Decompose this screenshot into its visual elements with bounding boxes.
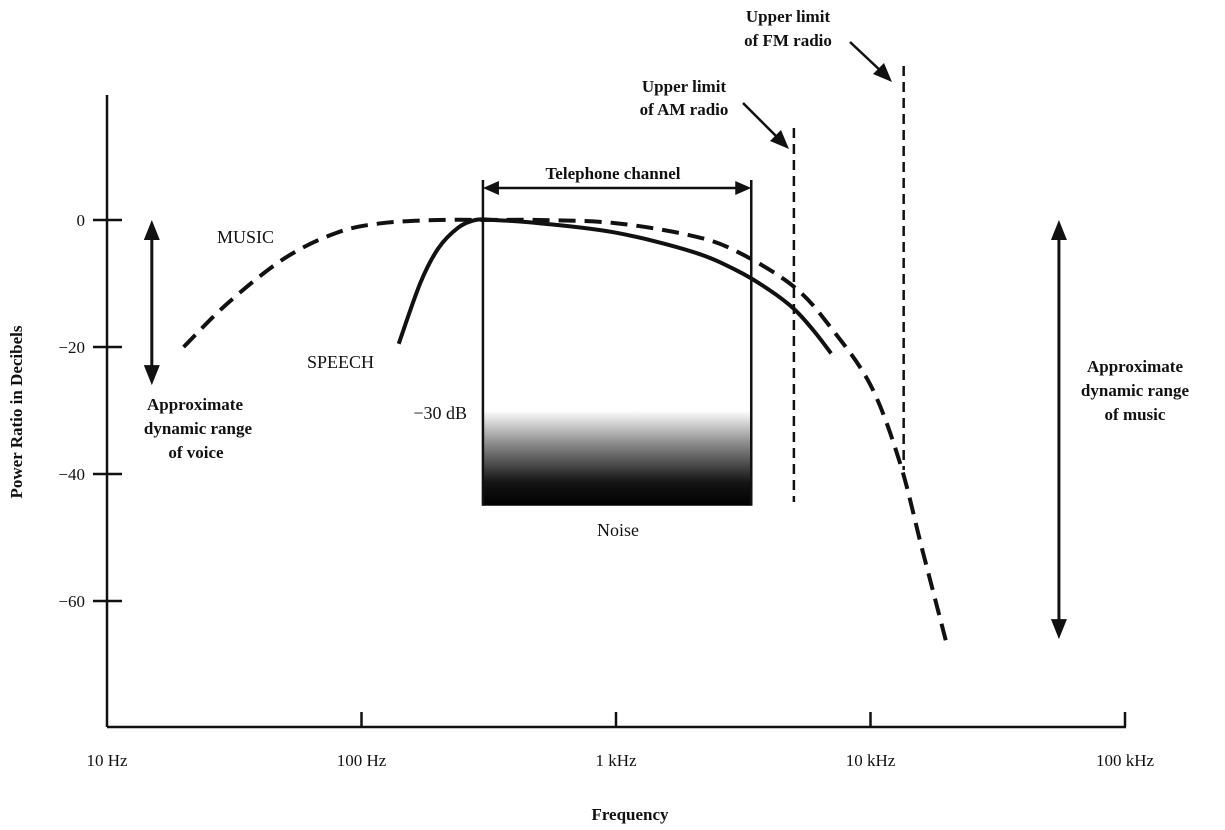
music-range-arrowhead-top	[1050, 220, 1067, 240]
noise-label: Noise	[597, 520, 639, 540]
music-range-arrowhead-bottom	[1050, 619, 1067, 640]
x-ticks: 10 Hz 100 Hz 1 kHz 10 kHz 100 kHz	[86, 712, 1154, 770]
music-series-line	[182, 217, 950, 646]
x-axis-title: Frequency	[591, 805, 669, 824]
noise-level-label: −30 dB	[413, 403, 467, 423]
voice-range-label-line-1: Approximate	[147, 395, 243, 414]
voice-range-label-line-2: dynamic range	[144, 419, 253, 438]
y-tick-label: −40	[58, 465, 85, 484]
y-tick-label: −60	[58, 592, 85, 611]
y-tick-label: 0	[77, 211, 86, 230]
voice-range-label-line-3: of voice	[168, 443, 224, 462]
am-limit-pointer-head	[770, 130, 789, 149]
x-tick-label: 1 kHz	[595, 751, 637, 770]
telephone-channel-label: Telephone channel	[546, 164, 681, 183]
noise-gradient	[482, 410, 752, 506]
fm-limit-label-line-2: of FM radio	[744, 31, 832, 50]
fm-limit-label-line-1: Upper limit	[746, 7, 831, 26]
fm-limit-pointer-head	[873, 63, 892, 82]
music-range-label-line-1: Approximate	[1087, 357, 1183, 376]
telephone-channel-arrowhead-right	[735, 181, 752, 195]
x-tick-label: 10 kHz	[846, 751, 896, 770]
music-series-label: MUSIC	[217, 227, 274, 247]
voice-range-arrowhead-top	[143, 220, 160, 240]
music-range-label-line-2: dynamic range	[1081, 381, 1190, 400]
am-limit-label-line-1: Upper limit	[642, 77, 727, 96]
voice-range-arrowhead-bottom	[143, 365, 160, 386]
y-ticks: 0 −20 −40 −60	[58, 211, 122, 611]
x-tick-label: 10 Hz	[86, 751, 128, 770]
am-limit-pointer	[742, 102, 781, 141]
x-tick-label: 100 Hz	[337, 751, 387, 770]
fm-limit-pointer	[849, 41, 884, 74]
y-tick-label: −20	[58, 338, 85, 357]
speech-series-line	[396, 217, 833, 355]
telephone-channel-arrowhead-left	[482, 181, 499, 195]
y-axis-title: Power Ratio in Decibels	[7, 325, 26, 498]
speech-series-label: SPEECH	[307, 352, 374, 372]
x-tick-label: 100 kHz	[1096, 751, 1155, 770]
am-limit-label-line-2: of AM radio	[640, 100, 729, 119]
music-range-label-line-3: of music	[1105, 405, 1166, 424]
